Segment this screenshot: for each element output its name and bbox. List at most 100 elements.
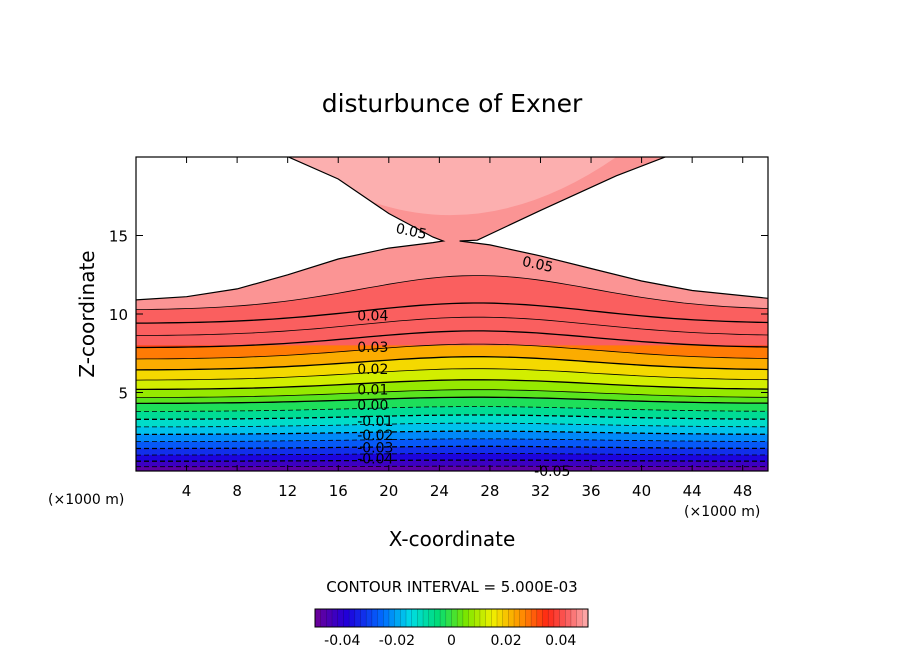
colorbar-cell: [377, 609, 384, 627]
colorbar-cell: [519, 609, 526, 627]
colorbar-cell: [428, 609, 435, 627]
contour-line: [136, 445, 768, 450]
colorbar-cell: [406, 609, 412, 627]
y-axis-label: Z-coordinate: [75, 250, 99, 377]
colorbar-tick-label: 0: [447, 633, 456, 649]
contour-band: [136, 275, 768, 346]
colorbar-cell: [497, 609, 503, 627]
x-tick-label: 16: [329, 482, 348, 500]
contour-label: 0.02: [357, 362, 388, 378]
colorbar-cell: [445, 609, 452, 627]
colorbar-cell: [525, 609, 532, 627]
colorbar-cell: [491, 609, 498, 627]
contour-interval-text: CONTOUR INTERVAL = 5.000E-03: [326, 578, 577, 596]
colorbar-cell: [502, 609, 509, 627]
colorbar-cell: [366, 609, 373, 627]
contour-line: [136, 438, 768, 442]
x-tick-label: 12: [278, 482, 297, 500]
contour-line: [136, 422, 768, 428]
colorbar-cell: [457, 609, 464, 627]
colorbar-cell: [565, 609, 572, 627]
colorbar-cell: [417, 609, 424, 627]
colorbar-tick-label: -0.04: [324, 633, 360, 649]
colorbar-cell: [411, 609, 418, 627]
colorbar-cell: [451, 609, 458, 627]
colorbar-cell: [485, 609, 492, 627]
contour-line: [136, 465, 768, 468]
colorbar-cell: [343, 609, 350, 627]
x-tick-label: 20: [379, 482, 398, 500]
white-region-left: [136, 157, 444, 300]
contour-line: [136, 389, 768, 398]
colorbar-cell: [553, 609, 560, 627]
colorbar-cell: [332, 609, 339, 627]
colorbar-cell: [548, 609, 555, 627]
contour-line: [136, 396, 768, 405]
colorbar-cell: [514, 609, 521, 627]
colorbar-cell: [576, 609, 583, 627]
contour-line: [136, 459, 768, 462]
contour-label: -0.02: [357, 428, 393, 444]
contour-line: [459, 157, 768, 299]
contour-label: 0.03: [357, 340, 388, 356]
colorbar-cell: [337, 609, 344, 627]
contour-label: 0.01: [357, 382, 388, 398]
colorbar-tick-label: 0.04: [545, 633, 576, 649]
x-tick-label: 44: [683, 482, 702, 500]
colorbar-cell: [400, 609, 407, 627]
colorbar-cell: [320, 609, 327, 627]
x-tick-label: 48: [733, 482, 752, 500]
colorbar-cell: [360, 609, 367, 627]
contour-label: -0.05: [534, 464, 570, 480]
colorbar-cell: [468, 609, 475, 627]
x-tick-label: 32: [531, 482, 550, 500]
colorbar-cell: [394, 609, 401, 627]
contour-line: [136, 406, 768, 412]
contour-line: [136, 316, 768, 336]
y-tick-label: 5: [118, 385, 128, 403]
colorbar-cell: [462, 609, 469, 627]
x-unit-label: (×1000 m): [684, 504, 760, 520]
plot-area: [136, 157, 768, 471]
colorbar: [314, 608, 589, 628]
contour-line: [136, 157, 446, 301]
x-axis-label: X-coordinate: [389, 527, 516, 551]
colorbar-cell: [423, 609, 430, 627]
contour-line: [136, 343, 768, 360]
contour-label: -0.01: [357, 414, 393, 430]
colorbar-cell: [542, 609, 549, 627]
x-tick-label: 28: [480, 482, 499, 500]
chart-title: disturbunce of Exner: [322, 89, 583, 118]
colorbar-cell: [582, 609, 589, 627]
contour-label: 0.04: [357, 309, 388, 325]
colorbar-cell: [508, 609, 515, 627]
colorbar-cell: [315, 609, 321, 627]
colorbar-cell: [388, 609, 395, 627]
colorbar-tick-label: 0.02: [491, 633, 522, 649]
x-tick-label: 4: [182, 482, 192, 500]
x-tick-label: 40: [632, 482, 651, 500]
colorbar-cell: [326, 609, 333, 627]
y-tick-label: 15: [109, 228, 128, 246]
contour-label: 0.05: [394, 221, 428, 243]
colorbar-cell: [349, 609, 356, 627]
contour-line: [136, 379, 768, 391]
contour-line: [136, 356, 768, 371]
colorbar-cell: [570, 609, 577, 627]
contour-line: [136, 302, 768, 324]
colorbar-cell: [559, 609, 566, 627]
x-tick-label: 36: [581, 482, 600, 500]
colorbar-tick-label: -0.02: [379, 633, 415, 649]
colorbar-cell: [354, 609, 361, 627]
colorbar-cell: [383, 609, 390, 627]
contour-line: [136, 330, 768, 349]
colorbar-cell: [531, 609, 538, 627]
contour-line: [136, 275, 768, 310]
colorbar-cell: [371, 609, 378, 627]
contour-line: [136, 430, 768, 436]
colorbar-cell: [440, 609, 447, 627]
contour-line: [136, 414, 768, 420]
contour-line: [136, 368, 768, 381]
colorbar-cell: [536, 609, 543, 627]
